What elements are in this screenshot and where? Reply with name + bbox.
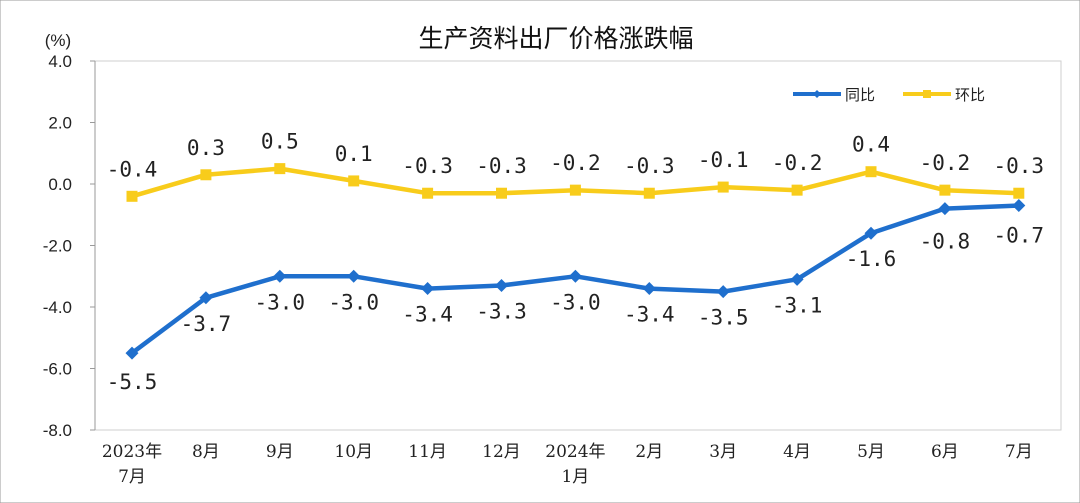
data-label: -0.2: [772, 151, 823, 175]
data-label: -3.3: [476, 299, 527, 323]
data-point: [1012, 199, 1026, 213]
chart-title: 生产资料出厂价格涨跌幅: [418, 24, 693, 53]
data-label: -3.5: [698, 306, 749, 330]
legend-marker: [813, 90, 821, 98]
data-point: [716, 285, 730, 299]
data-label: -0.2: [920, 151, 971, 175]
y-axis-unit: (%): [45, 31, 71, 50]
data-point: [791, 184, 803, 196]
data-label: -0.4: [107, 157, 158, 181]
data-point: [939, 184, 951, 196]
data-point: [273, 269, 287, 283]
data-point: [496, 187, 507, 199]
y-tick-label: 0.0: [48, 175, 72, 194]
data-point: [569, 184, 581, 196]
data-point: [495, 278, 508, 292]
y-tick-label: -8.0: [43, 421, 72, 440]
data-point: [865, 166, 877, 178]
x-tick-label: 2月: [635, 442, 663, 462]
legend-label: 环比: [955, 86, 985, 104]
x-tick-label: 7月: [1005, 442, 1033, 462]
data-label: -1.6: [846, 247, 897, 271]
x-tick-label: 7月: [118, 467, 146, 487]
data-point: [1013, 187, 1025, 199]
data-label: 0.1: [335, 142, 373, 166]
data-label: -3.4: [402, 303, 453, 327]
legend-marker: [923, 90, 931, 98]
data-point: [347, 269, 361, 283]
data-label: -0.3: [624, 154, 675, 178]
data-point: [864, 226, 878, 240]
x-tick-label: 2024年: [545, 442, 605, 462]
legend: 同比 环比: [793, 86, 985, 104]
data-label: -0.3: [402, 154, 453, 178]
x-tick-label: 8月: [192, 442, 220, 462]
y-tick-label: -6.0: [43, 360, 72, 379]
x-tick-label: 10月: [334, 442, 373, 462]
data-label: -3.0: [550, 290, 601, 314]
x-tick-label: 6月: [931, 442, 959, 462]
y-axis: 4.0 2.0 0.0 -2.0 -4.0 -6.0 -8.0: [43, 52, 95, 440]
data-point: [938, 202, 952, 216]
data-label: -0.7: [994, 224, 1045, 248]
y-tick-label: 4.0: [48, 52, 72, 71]
data-point: [643, 187, 655, 199]
x-tick-label: 1月: [561, 467, 589, 487]
y-tick-label: 2.0: [48, 114, 72, 133]
data-label: 0.4: [852, 133, 890, 157]
series-layer: [125, 163, 1026, 360]
x-axis: 2023年 7月 8月 9月 10月 11月 12月 2024年 1月 2月 3月 4月 5月 6月 7月: [102, 442, 1033, 487]
data-point: [568, 269, 582, 283]
x-tick-label: 5月: [857, 442, 885, 462]
x-tick-label: 11月: [408, 442, 447, 462]
x-tick-label: 3月: [709, 442, 737, 462]
data-point: [790, 272, 804, 286]
data-point: [348, 175, 360, 187]
x-tick-label: 12月: [482, 442, 521, 462]
data-label: -0.2: [550, 151, 601, 175]
y-tick-label: -4.0: [43, 298, 72, 317]
data-point: [422, 187, 434, 199]
data-label: 0.3: [187, 136, 225, 160]
y-tick-label: -2.0: [43, 237, 72, 256]
data-label: -3.7: [181, 312, 232, 336]
data-point: [126, 190, 138, 202]
data-label: -0.3: [476, 154, 527, 178]
data-label: -3.4: [624, 303, 675, 327]
data-point: [421, 282, 435, 296]
data-label: 0.5: [261, 130, 299, 154]
data-point: [274, 163, 286, 175]
data-point: [642, 282, 656, 296]
data-point: [199, 291, 213, 305]
data-label: -5.5: [107, 370, 158, 394]
data-label: -3.0: [255, 290, 306, 314]
x-tick-label: 9月: [266, 442, 294, 462]
x-tick-label: 2023年: [102, 442, 162, 462]
data-point: [200, 169, 212, 181]
data-label: -0.3: [994, 154, 1045, 178]
data-label: -0.8: [920, 230, 971, 254]
x-tick-label: 4月: [783, 442, 811, 462]
data-label: -3.0: [328, 290, 379, 314]
data-point: [717, 181, 729, 193]
legend-label: 同比: [845, 86, 875, 104]
data-point: [125, 346, 139, 360]
data-labels: -5.5 -3.7 -3.0 -3.0 -3.4 -3.3 -3.0 -3.4 -3.5 -3.1…: [107, 130, 1044, 395]
data-label: -3.1: [772, 293, 823, 317]
data-label: -0.1: [698, 148, 749, 172]
